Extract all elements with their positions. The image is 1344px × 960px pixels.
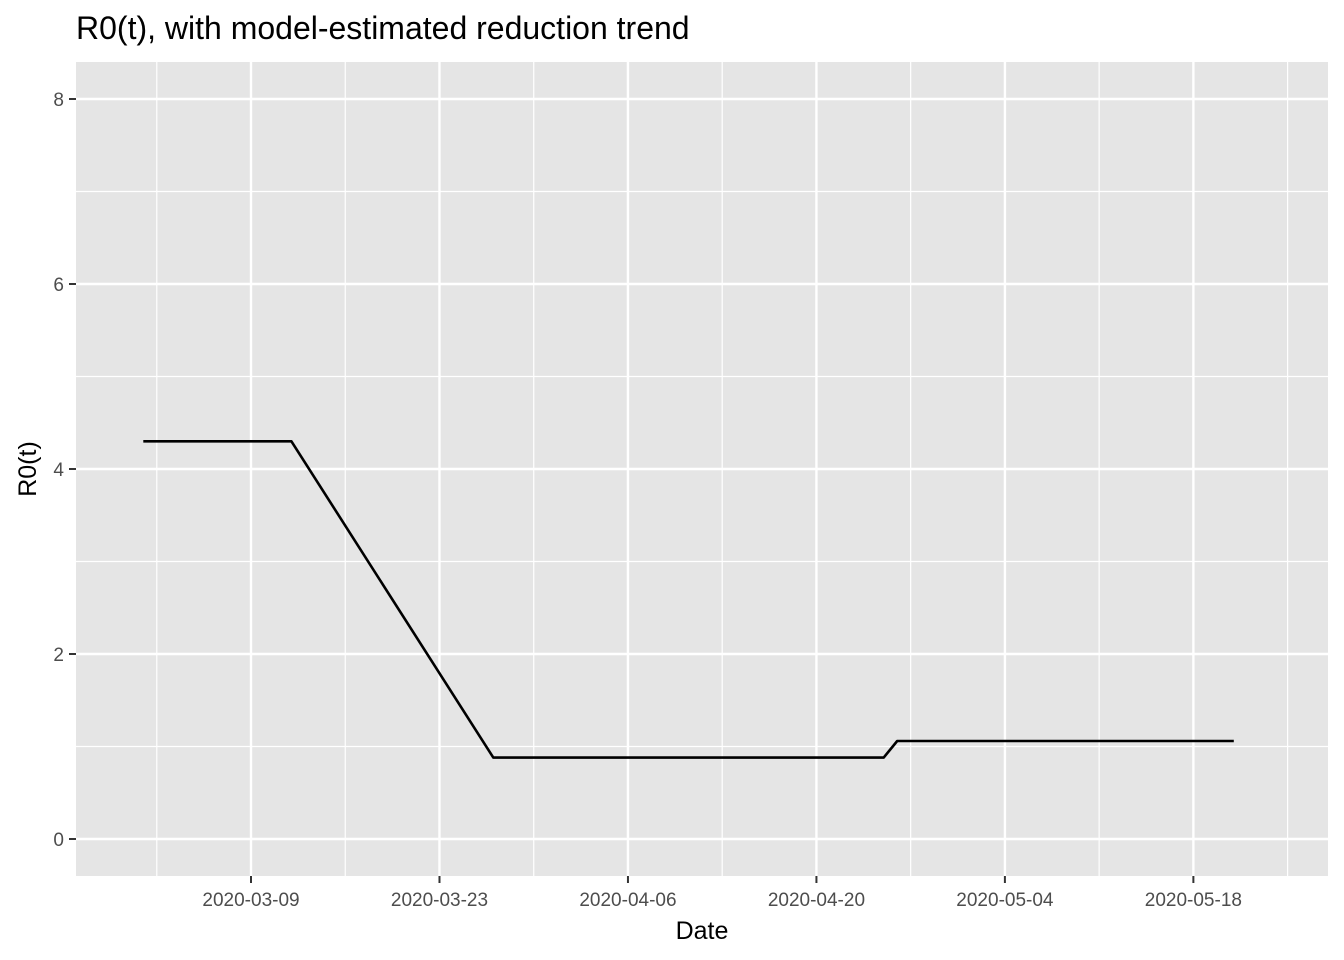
grid-major: [76, 62, 1328, 876]
x-tick-label: 2020-05-04: [956, 890, 1054, 911]
y-tick-label: 8: [53, 90, 64, 111]
x-tick-label: 2020-04-20: [768, 890, 865, 911]
x-axis-title: Date: [676, 917, 729, 945]
y-tick-label: 0: [53, 830, 64, 851]
y-axis: 0 2 4 6 8: [53, 90, 76, 851]
y-tick-label: 4: [53, 460, 64, 481]
y-axis-title: R0(t): [14, 441, 42, 497]
y-tick-label: 2: [53, 645, 64, 666]
x-tick-label: 2020-03-23: [391, 890, 488, 911]
x-tick-label: 2020-05-18: [1145, 890, 1242, 911]
series-line-0: [143, 439, 1234, 759]
y-tick-label: 6: [53, 275, 64, 296]
series-layer: [143, 439, 1234, 759]
chart-title: R0(t), with model-estimated reduction tr…: [76, 10, 690, 46]
x-tick-label: 2020-03-09: [202, 890, 299, 911]
x-tick-label: 2020-04-06: [579, 890, 676, 911]
x-axis: 2020-03-09 2020-03-23 2020-04-06 2020-04-20…: [202, 876, 1242, 911]
